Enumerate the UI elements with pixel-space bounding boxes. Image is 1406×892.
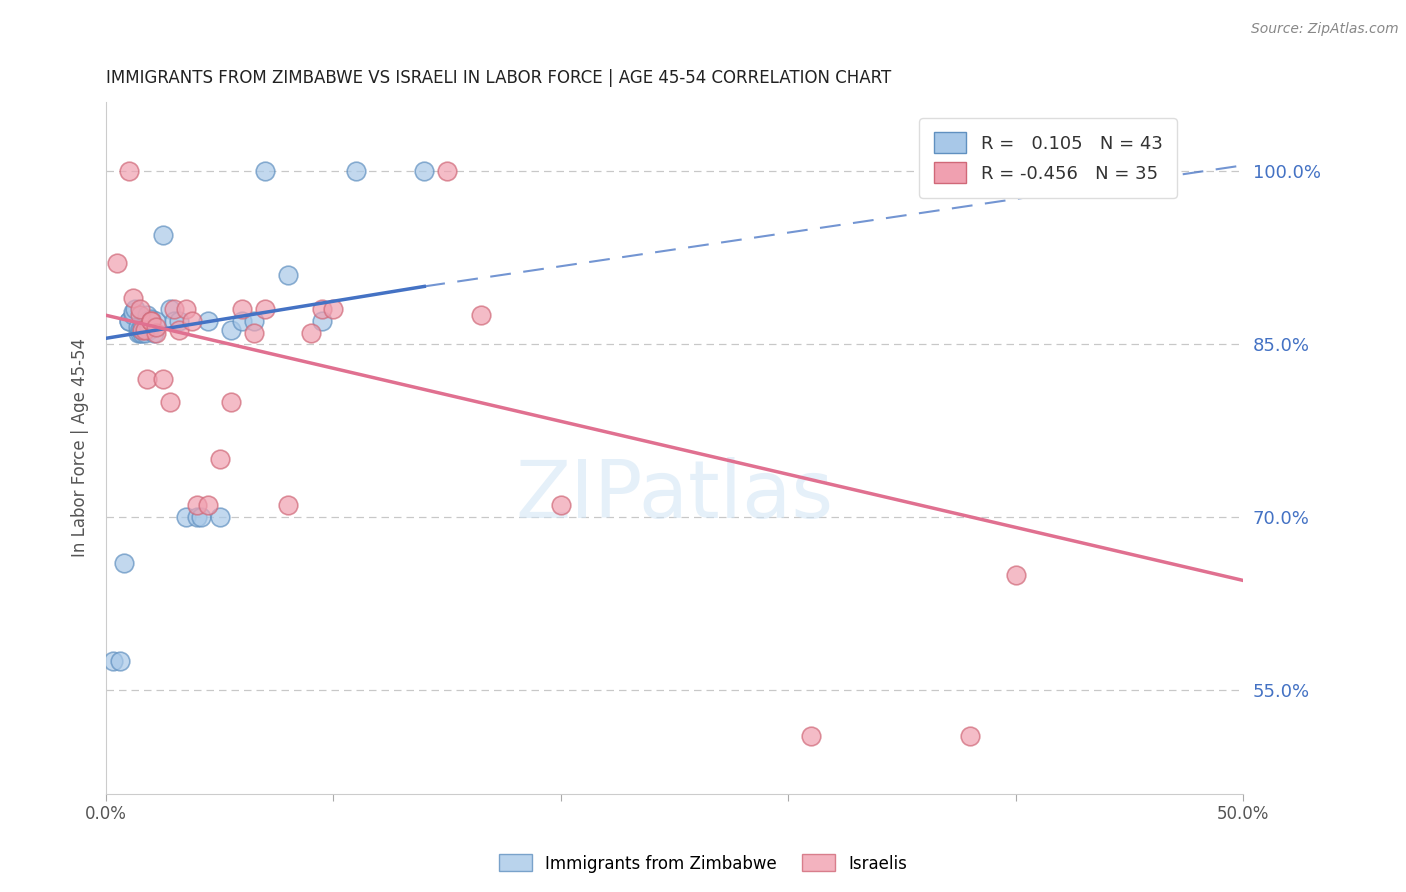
Point [436, 164, 458, 178]
Point [134, 322, 156, 336]
Point [129, 322, 152, 336]
Point [197, 499, 219, 513]
Point [141, 314, 163, 328]
Point [122, 305, 145, 319]
Point [101, 654, 124, 668]
Point [186, 499, 208, 513]
Point [1004, 567, 1026, 582]
Point [122, 291, 145, 305]
Point [167, 323, 190, 337]
Point [800, 729, 823, 743]
Point [242, 326, 264, 340]
Point [163, 302, 186, 317]
Point [112, 556, 135, 570]
Text: ZIPatlas: ZIPatlas [516, 458, 834, 535]
Point [344, 164, 367, 178]
Point [135, 308, 157, 322]
Point [322, 302, 344, 317]
Point [127, 319, 149, 334]
Point [197, 314, 219, 328]
Point [159, 394, 181, 409]
Point [163, 314, 186, 328]
Point [254, 164, 277, 178]
Point [135, 314, 157, 328]
Point [129, 308, 152, 322]
Point [127, 326, 149, 340]
Point [231, 302, 253, 317]
Point [959, 729, 981, 743]
Point [129, 326, 152, 340]
Point [152, 371, 174, 385]
Text: IMMIGRANTS FROM ZIMBABWE VS ISRAELI IN LABOR FORCE | AGE 45-54 CORRELATION CHART: IMMIGRANTS FROM ZIMBABWE VS ISRAELI IN L… [105, 69, 891, 87]
Point [254, 302, 277, 317]
Y-axis label: In Labor Force | Age 45-54: In Labor Force | Age 45-54 [72, 338, 89, 558]
Point [159, 302, 181, 317]
Point [142, 326, 165, 340]
Point [181, 314, 204, 328]
Point [311, 302, 333, 317]
Point [174, 302, 197, 317]
Point [186, 510, 208, 524]
Point [145, 319, 167, 334]
Point [311, 314, 333, 328]
Point [134, 323, 156, 337]
Point [131, 323, 153, 337]
Point [299, 326, 322, 340]
Point [105, 256, 128, 270]
Point [117, 314, 139, 328]
Point [145, 326, 167, 340]
Point [138, 319, 160, 334]
Point [141, 314, 163, 328]
Point [470, 308, 492, 322]
Point [122, 308, 145, 322]
Point [117, 314, 139, 328]
Point [219, 394, 242, 409]
Point [131, 319, 153, 334]
Point [141, 311, 163, 326]
Point [242, 314, 264, 328]
Point [174, 510, 197, 524]
Point [135, 314, 157, 328]
Point [152, 227, 174, 242]
Point [208, 510, 231, 524]
Legend: Immigrants from Zimbabwe, Israelis: Immigrants from Zimbabwe, Israelis [492, 847, 914, 880]
Point [277, 499, 299, 513]
Point [167, 314, 190, 328]
Text: Source: ZipAtlas.com: Source: ZipAtlas.com [1251, 22, 1399, 37]
Point [117, 164, 139, 178]
Point [135, 371, 157, 385]
Point [277, 268, 299, 282]
Point [208, 452, 231, 467]
Point [231, 314, 253, 328]
Point [134, 326, 156, 340]
Point [131, 326, 153, 340]
Point [138, 323, 160, 337]
Point [145, 314, 167, 328]
Point [141, 314, 163, 328]
Point [190, 510, 212, 524]
Point [108, 654, 131, 668]
Point [129, 302, 152, 317]
Point [550, 499, 572, 513]
Point [131, 323, 153, 337]
Legend: R =   0.105   N = 43, R = -0.456   N = 35: R = 0.105 N = 43, R = -0.456 N = 35 [920, 118, 1177, 197]
Point [413, 164, 436, 178]
Point [219, 323, 242, 337]
Point [124, 302, 146, 317]
